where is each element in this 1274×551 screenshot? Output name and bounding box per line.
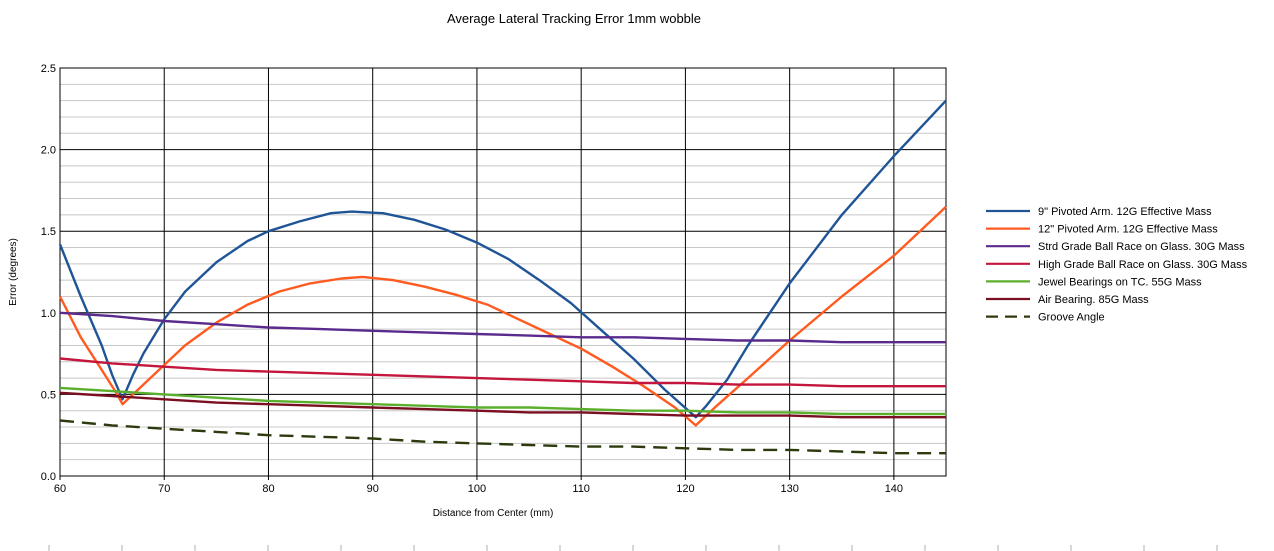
- x-tick-label: 130: [780, 483, 798, 495]
- y-tick-label: 2.5: [41, 63, 56, 75]
- x-tick-label: 90: [367, 483, 379, 495]
- y-tick-label: 0.5: [41, 389, 56, 401]
- legend-label: Jewel Bearings on TC. 55G Mass: [1038, 276, 1202, 288]
- x-tick-label: 100: [468, 483, 486, 495]
- x-tick-label: 60: [54, 483, 66, 495]
- series-line-3: [59, 311, 946, 344]
- y-tick-label: 2.0: [41, 145, 56, 157]
- plot-area-frame: [59, 67, 947, 477]
- series-line-5: [59, 386, 946, 416]
- tick-labels: 60 70 80 90 100 110 120 130 140 0.0 0.5 1.0 1.5 2.0 2.…: [41, 63, 903, 495]
- series-line-7: [59, 419, 946, 455]
- legend-label: 12" Pivoted Arm. 12G Effective Mass: [1038, 224, 1218, 236]
- y-tick-label: 0.0: [41, 471, 56, 483]
- y-tick-label: 1.0: [41, 308, 56, 320]
- series-lines: [58, 99, 947, 455]
- legend-label: 9" Pivoted Arm. 12G Effective Mass: [1038, 206, 1212, 218]
- legend-label: Air Bearing. 85G Mass: [1038, 294, 1149, 306]
- legend: 9" Pivoted Arm. 12G Effective Mass 12" Pi…: [986, 206, 1248, 324]
- bottom-tick-marks: [48, 545, 1218, 551]
- grid: [59, 67, 946, 477]
- x-tick-label: 70: [158, 483, 170, 495]
- legend-label: Groove Angle: [1038, 312, 1105, 324]
- x-tick-label: 110: [572, 483, 590, 495]
- series-line-6: [59, 391, 946, 419]
- series-line-4: [59, 357, 946, 388]
- x-axis-label: Distance from Center (mm): [433, 508, 554, 519]
- legend-label: Strd Grade Ball Race on Glass. 30G Mass: [1038, 241, 1245, 253]
- x-tick-label: 80: [262, 483, 274, 495]
- x-tick-label: 140: [885, 483, 903, 495]
- series-line-1: [58, 99, 947, 419]
- x-tick-label: 120: [676, 483, 694, 495]
- y-axis-label: Error (degrees): [8, 238, 19, 306]
- y-tick-label: 1.5: [41, 226, 56, 238]
- chart-title: Average Lateral Tracking Error 1mm wobbl…: [447, 11, 701, 26]
- legend-label: High Grade Ball Race on Glass. 30G Mass: [1038, 259, 1248, 271]
- series-line-2: [58, 205, 947, 427]
